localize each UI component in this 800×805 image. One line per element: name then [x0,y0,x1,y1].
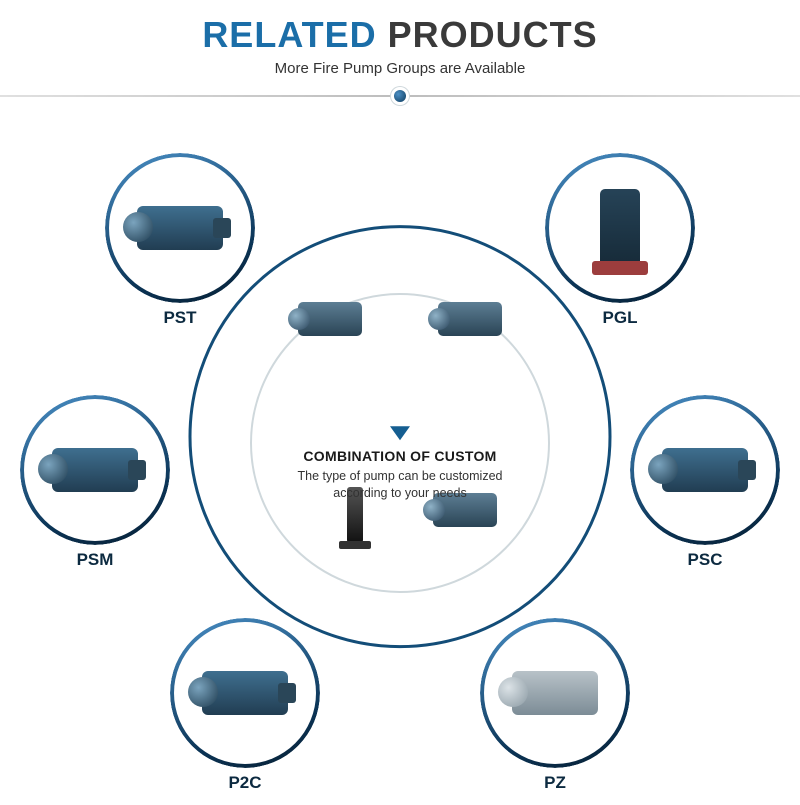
pump-icon [137,206,223,250]
center-heading: COMBINATION OF CUSTOM [290,448,510,464]
pump-icon [600,189,640,267]
product-node-psm[interactable] [20,395,170,545]
divider-dot-icon [394,90,406,102]
title-word-2: PRODUCTS [388,14,598,55]
pump-icon [52,448,138,492]
product-node-pst[interactable] [105,153,255,303]
product-diagram: COMBINATION OF CUSTOM The type of pump c… [0,105,800,805]
page-title: RELATED PRODUCTS [0,14,800,56]
product-node-pz[interactable] [480,618,630,768]
center-pump-icon [298,302,362,336]
product-label-pgl: PGL [545,308,695,328]
product-node-p2c[interactable] [170,618,320,768]
pump-icon [512,671,598,715]
center-text-block: COMBINATION OF CUSTOM The type of pump c… [290,426,510,502]
product-label-pz: PZ [480,773,630,793]
title-word-1: RELATED [202,14,376,55]
header-divider [0,87,800,105]
product-node-pgl[interactable] [545,153,695,303]
center-pump-icon [438,302,502,336]
product-label-psc: PSC [630,550,780,570]
product-label-psm: PSM [20,550,170,570]
product-label-p2c: P2C [170,773,320,793]
product-node-psc[interactable] [630,395,780,545]
header: RELATED PRODUCTS More Fire Pump Groups a… [0,0,800,77]
pump-icon [662,448,748,492]
center-body: The type of pump can be customized accor… [290,468,510,502]
product-label-pst: PST [105,308,255,328]
page-subtitle: More Fire Pump Groups are Available [0,60,800,77]
pump-icon [202,671,288,715]
chevron-down-icon [390,426,410,440]
